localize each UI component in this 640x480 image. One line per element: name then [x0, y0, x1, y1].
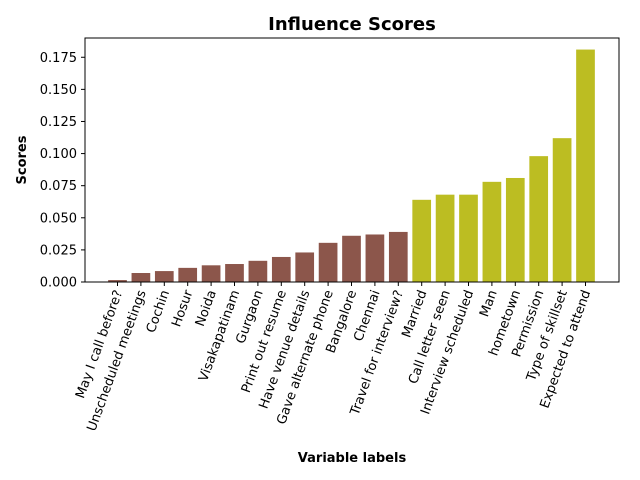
bar-9 — [318, 242, 338, 282]
y-tick-label-3: 0.075 — [40, 179, 77, 194]
bar-2 — [154, 271, 174, 282]
bar-4 — [201, 265, 221, 282]
bar-15 — [459, 194, 478, 282]
bar-0 — [108, 280, 127, 282]
y-tick-label-2: 0.050 — [40, 211, 77, 226]
bar-12 — [388, 231, 408, 282]
y-tick-label-6: 0.150 — [40, 83, 77, 98]
y-tick-label-1: 0.025 — [40, 243, 77, 258]
y-axis: 0.000 0.025 0.050 0.075 0.100 0.125 0.150 0.175 — [40, 51, 85, 291]
bar-8 — [295, 252, 315, 282]
bar-20 — [576, 49, 595, 283]
plot-frame — [84, 37, 620, 283]
bars-group — [108, 49, 595, 283]
bar-13 — [412, 199, 432, 282]
y-tick-label-0: 0.000 — [40, 276, 77, 291]
bar-14 — [435, 194, 455, 282]
y-tick-label-5: 0.125 — [40, 115, 77, 130]
bar-5 — [225, 264, 244, 282]
bar-16 — [482, 181, 502, 282]
x-tick-label-16: Man — [477, 288, 500, 319]
y-tick-label-4: 0.100 — [40, 147, 77, 162]
x-axis: May I call before?Unscheduled meetingsCo… — [73, 282, 594, 433]
bar-18 — [529, 156, 549, 282]
bar-3 — [178, 267, 198, 282]
bar-6 — [248, 260, 268, 282]
bar-17 — [505, 177, 525, 282]
x-axis-label: Variable labels — [298, 451, 407, 466]
chart-title: Influence Scores — [268, 14, 436, 35]
bar-11 — [365, 234, 385, 282]
bar-10 — [342, 235, 361, 282]
bar-7 — [271, 256, 291, 282]
y-tick-label-7: 0.175 — [40, 51, 77, 66]
bar-1 — [131, 273, 151, 282]
bar-19 — [552, 138, 572, 282]
y-axis-label: Scores — [15, 135, 30, 184]
